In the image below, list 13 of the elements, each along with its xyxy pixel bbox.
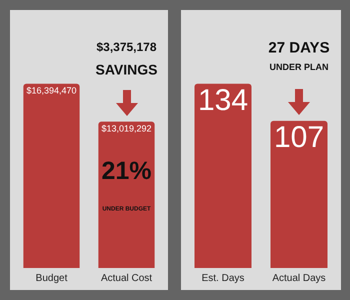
data-label: 107 — [274, 121, 324, 154]
text: SAVINGS — [96, 62, 158, 78]
text: $3,375,178 — [96, 40, 157, 54]
annotation: 21% — [101, 157, 152, 186]
data-label: $16,394,470 — [26, 86, 77, 96]
text: UNDER PLAN — [269, 62, 329, 72]
data-label: $13,019,292 — [101, 124, 152, 134]
x-tick-label: Est. Days — [202, 272, 244, 284]
x-tick-label: Actual Days — [272, 272, 326, 284]
data-label: 134 — [198, 84, 248, 117]
x-tick-label: Actual Cost — [100, 272, 152, 284]
text: 27 DAYS — [268, 39, 330, 56]
x-tick-label: Budget — [36, 272, 68, 284]
